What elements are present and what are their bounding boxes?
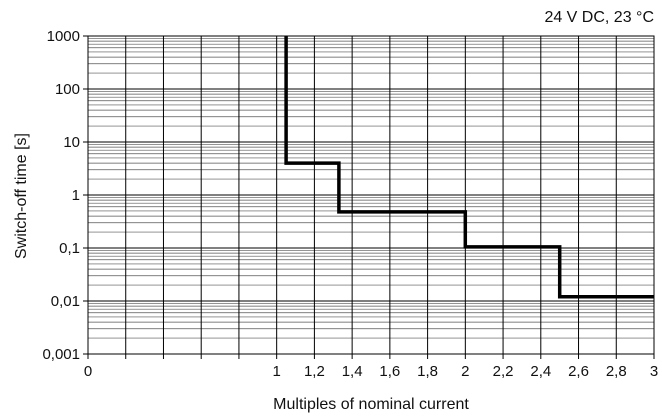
x-axis-title: Multiples of nominal current — [273, 396, 469, 413]
y-tick-label: 0,1 — [59, 240, 80, 257]
x-tick-label: 1,8 — [417, 363, 438, 380]
y-tick-label: 100 — [55, 81, 80, 98]
y-tick-label: 1 — [72, 187, 80, 204]
y-axis-ticks: 0,001 0,01 0,1 1 10 100 1000 — [42, 28, 88, 363]
switch-off-curve — [284, 36, 654, 299]
chart-annotation: 24 V DC, 23 °C — [544, 9, 654, 26]
x-tick-label: 1,2 — [304, 363, 325, 380]
minor-gridlines — [88, 38, 654, 339]
x-tick-label: 1 — [272, 363, 280, 380]
x-axis-ticks: 0 1 1,2 1,4 1,6 1,8 2 2,2 2,4 2,6 2,8 3 — [84, 354, 658, 380]
y-axis-title: Switch-off time [s] — [13, 133, 30, 259]
y-tick-label: 1000 — [47, 28, 80, 45]
y-tick-label: 10 — [63, 134, 80, 151]
y-tick-label: 0,01 — [51, 293, 80, 310]
x-tick-label: 1,4 — [342, 363, 363, 380]
x-tick-label: 2,6 — [568, 363, 589, 380]
x-tick-label: 2,8 — [606, 363, 627, 380]
x-tick-label: 1,6 — [379, 363, 400, 380]
x-tick-label: 2,4 — [530, 363, 551, 380]
x-tick-label: 3 — [650, 363, 658, 380]
x-tick-label: 2 — [461, 363, 469, 380]
x-tick-label: 2,2 — [493, 363, 514, 380]
y-tick-label: 0,001 — [42, 346, 80, 363]
x-tick-label: 0 — [84, 363, 92, 380]
